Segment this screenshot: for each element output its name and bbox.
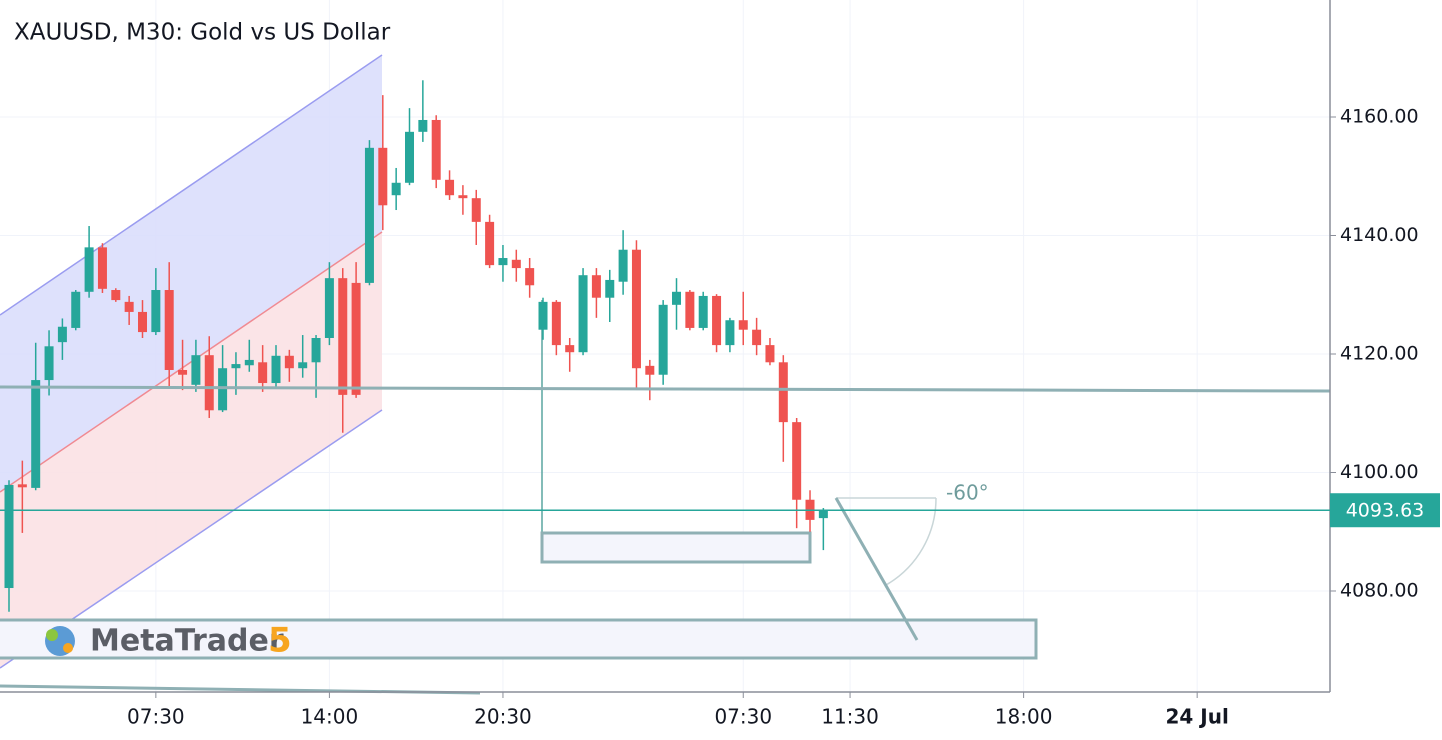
candle-body [738,320,748,330]
x-tick-label: 07:30 [127,705,185,729]
candle-body [284,355,294,369]
price-tag-label: 4093.63 [1346,500,1425,522]
candle-body [525,268,535,286]
y-tick-label: 4140.00 [1340,224,1419,246]
candle-body [351,282,361,395]
candle-body [605,279,615,298]
horizontal-line [0,385,1331,393]
candle-body [298,362,308,369]
candle-body [405,131,415,183]
x-tick-label: 07:30 [714,705,772,729]
logo: MetaTrader 5 [45,621,292,661]
candle-body [498,258,508,266]
candle-body [44,346,54,381]
candle-body [204,355,214,411]
x-tick-label: 24 Jul [1165,705,1228,729]
candle-body [271,355,281,384]
angle-arc [885,497,937,586]
rectangle [540,531,812,564]
candle-body [645,365,655,375]
channel-mid-line [0,231,383,493]
candle-body [111,290,121,301]
candle-body [97,247,107,289]
candle-body [672,291,682,305]
y-tick-label: 4100.00 [1340,461,1419,483]
candle-body [431,119,441,180]
candle-body [191,355,201,385]
candle-body [84,247,94,292]
x-tick-label: 11:30 [821,705,879,729]
candle-body [178,369,188,375]
candle-body [445,179,455,196]
candle-body [324,278,334,339]
angle-label: -60° [946,481,989,505]
candle-body [4,484,14,589]
candle-body [364,147,374,283]
candle-body [578,275,588,353]
candle-body [258,362,268,384]
candle-body [378,147,388,206]
candle-body [765,345,775,363]
candle-body [725,320,735,346]
candles [4,80,828,612]
channel-upper-fill [0,55,382,492]
candle-body [151,290,161,333]
candle-body [244,359,254,366]
candle-body [124,301,134,312]
candle-body [31,380,41,488]
candle-body [391,182,401,196]
candle-body [311,338,321,363]
candle-body [164,290,174,370]
chart-title: XAUUSD, M30: Gold vs US Dollar [14,20,391,46]
rectangle [0,618,1038,660]
candle-body [591,275,601,298]
candle-body [658,304,668,375]
overlay: 4093.63 [0,493,1440,528]
candle-body [338,278,348,395]
candle-body [511,259,521,269]
candle-body [418,119,428,132]
candle-body [218,368,228,411]
candle-body [698,295,708,328]
candle-body [685,291,695,328]
candle-body [752,329,762,346]
candle-body [485,221,495,266]
x-tick-label: 14:00 [301,705,359,729]
candle-body [57,326,67,343]
candle-body [231,364,241,369]
candle-body [538,301,548,330]
candle-body [17,484,27,488]
candle-body [778,362,788,423]
candle-body [565,345,575,353]
logo-globe-detail [46,629,58,641]
x-tick-label: 20:30 [474,705,532,729]
candle-body [712,295,722,346]
logo-version: 5 [268,621,292,661]
price-tag [1330,493,1440,528]
candle-body [792,422,802,500]
channel-upper-line [0,54,383,316]
logo-text: MetaTrader [90,624,284,659]
channel-lower-fill [0,232,382,668]
candle-body [458,195,468,199]
logo-globe-detail [63,643,73,653]
y-tick-label: 4160.00 [1340,106,1419,128]
candle-body [618,249,628,282]
x-tick-label: 18:00 [995,705,1053,729]
candle-body [138,311,147,333]
candle-body [71,291,81,328]
y-tick-label: 4120.00 [1340,342,1419,364]
candle-body [551,301,561,346]
y-tick-label: 4080.00 [1340,579,1419,601]
candle-body [631,249,641,369]
angle-line [834,497,919,641]
candle-body [471,198,481,222]
candle-body [818,510,828,519]
